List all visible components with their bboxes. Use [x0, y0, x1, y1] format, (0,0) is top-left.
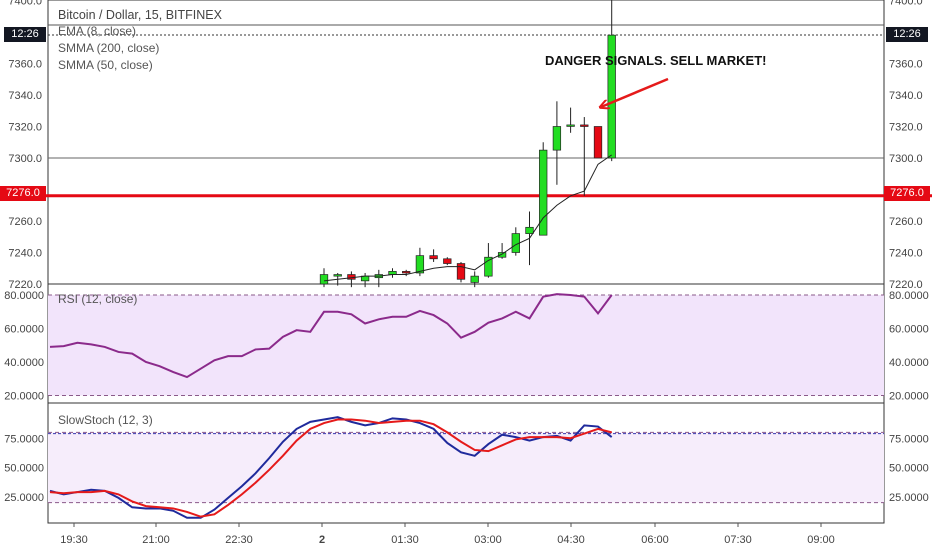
x-tick-label: 22:30	[225, 534, 253, 546]
y-tick-label-right: 7360.0	[889, 59, 923, 71]
x-tick-label: 07:30	[724, 534, 752, 546]
candle	[552, 126, 562, 151]
y-tick-label-right: 7340.0	[889, 90, 923, 102]
y-tick-label-right: 7260.0	[889, 216, 923, 228]
candle	[456, 263, 466, 280]
x-tick-label: 03:00	[474, 534, 502, 546]
candle	[607, 34, 616, 159]
y-tick-label-left: 7300.0	[8, 153, 42, 165]
indicator-ema[interactable]: EMA (8, close)	[58, 24, 137, 38]
candle	[484, 256, 493, 277]
candle	[593, 126, 603, 159]
y-tick-label-left: 7320.0	[8, 122, 42, 134]
rsi-tick-left: 20.0000	[4, 391, 44, 403]
axes: 7400.0 7400.0 7360.0 7360.0 7340.0 7340.0 7320…	[4, 0, 929, 546]
y-tick-label-right: 7400.0	[889, 0, 923, 8]
x-tick-label: 09:00	[807, 534, 835, 546]
candle	[319, 274, 329, 285]
stoch-tick-right: 75.0000	[889, 433, 929, 445]
stoch-legend[interactable]: SlowStoch (12, 3)	[58, 413, 153, 427]
candle	[566, 124, 575, 127]
annotation-arrow	[601, 77, 669, 107]
candle	[497, 252, 507, 258]
stoch-tick-right: 25.0000	[889, 492, 929, 504]
stoch-k-line	[49, 416, 613, 519]
candle	[402, 271, 411, 274]
candle	[525, 226, 534, 234]
rsi-line	[49, 293, 613, 379]
y-tick-label-right: 7220.0	[889, 279, 923, 291]
x-tick-label: 19:30	[60, 534, 88, 546]
x-tick-label: 2	[319, 534, 325, 546]
y-tick-label-right: 7300.0	[889, 153, 923, 165]
rsi-band	[48, 295, 884, 396]
annotation-text: DANGER SIGNALS. SELL MARKET!	[545, 53, 767, 68]
time-badge-left: 12:26	[4, 27, 46, 42]
candle	[333, 274, 342, 277]
rsi-legend[interactable]: RSI (12, close)	[58, 292, 138, 306]
plot-frame	[47, 0, 885, 524]
y-tick-label-left: 7360.0	[8, 59, 42, 71]
rsi-tick-left: 80.0000	[4, 290, 44, 302]
y-tick-label-left: 7400.0	[8, 0, 42, 8]
y-tick-label-left: 7260.0	[8, 216, 42, 228]
candle	[415, 255, 425, 274]
indicator-smma-200[interactable]: SMMA (200, close)	[58, 41, 160, 55]
candle	[429, 255, 438, 260]
x-tick-label: 21:00	[142, 534, 170, 546]
chart-title: Bitcoin / Dollar, 15, BITFINEX	[58, 8, 222, 22]
ema-line	[323, 154, 612, 282]
y-tick-label-left: 7240.0	[8, 248, 42, 260]
stoch-pane[interactable]	[48, 416, 884, 519]
rsi-tick-right: 20.0000	[889, 391, 929, 403]
x-tick-label: 06:00	[641, 534, 669, 546]
x-tick-label: 04:30	[557, 534, 585, 546]
price-pane[interactable]	[0, 0, 932, 288]
stoch-tick-right: 50.0000	[889, 463, 929, 475]
y-tick-label-right: 7320.0	[889, 122, 923, 134]
level-badge-left: 7276.0	[0, 186, 46, 201]
stoch-tick-left: 25.0000	[4, 492, 44, 504]
level-badge-right: 7276.0	[884, 186, 930, 201]
rsi-tick-right: 60.0000	[889, 324, 929, 336]
y-tick-label-right: 7240.0	[889, 248, 923, 260]
indicator-smma-50[interactable]: SMMA (50, close)	[58, 58, 153, 72]
candle	[470, 275, 479, 283]
candle	[580, 124, 589, 127]
stoch-d-line	[49, 418, 612, 518]
stoch-band	[48, 432, 884, 503]
rsi-tick-left: 40.0000	[4, 357, 44, 369]
rsi-tick-right: 40.0000	[889, 357, 929, 369]
candle	[539, 149, 548, 236]
y-tick-label-left: 7340.0	[8, 90, 42, 102]
rsi-tick-left: 60.0000	[4, 324, 44, 336]
pane-frames	[47, 0, 885, 524]
time-badge-right: 12:26	[886, 27, 928, 42]
rsi-pane[interactable]	[48, 293, 884, 396]
y-tick-label-left: 7220.0	[8, 279, 42, 291]
stoch-tick-left: 75.0000	[4, 433, 44, 445]
x-tick-label: 01:30	[391, 534, 419, 546]
rsi-tick-right: 80.0000	[889, 290, 929, 302]
candle	[443, 258, 452, 264]
stoch-tick-left: 50.0000	[4, 463, 44, 475]
